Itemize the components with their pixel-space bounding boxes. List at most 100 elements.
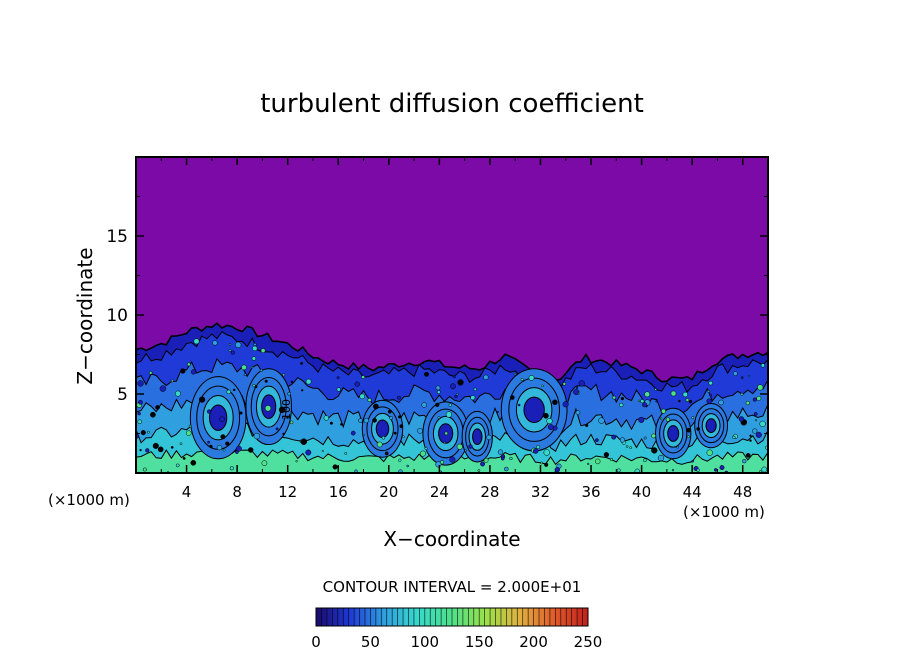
- turbulence-speckle: [187, 362, 191, 367]
- colorbar-stripes: [315, 608, 589, 626]
- turbulence-speckle: [625, 445, 629, 448]
- turbulence-speckle: [543, 449, 551, 456]
- turbulence-speckle: [706, 449, 713, 456]
- turbulence-speckle: [384, 451, 389, 456]
- turbulence-speckle: [470, 395, 476, 401]
- turbulence-speckle: [595, 438, 599, 442]
- turbulence-speckle: [612, 395, 616, 400]
- turbulence-speckle: [387, 409, 392, 414]
- turbulence-speckle: [761, 466, 768, 473]
- turbulence-speckle: [437, 416, 441, 419]
- turbulence-speckle: [239, 411, 243, 415]
- turbulence-speckle: [598, 417, 605, 424]
- turbulent-field: [136, 322, 768, 473]
- turbulence-speckle: [424, 446, 428, 451]
- turbulence-speckle: [419, 450, 426, 457]
- turbulence-speckle: [287, 391, 292, 396]
- turbulence-speckle: [678, 399, 681, 403]
- turbulence-speckle: [637, 399, 641, 402]
- turbulence-speckle: [468, 444, 473, 449]
- turbulence-speckle: [659, 417, 663, 420]
- turbulence-speckle: [707, 389, 711, 393]
- turbulence-speckle: [182, 456, 186, 460]
- turbulence-speckle: [260, 348, 266, 353]
- turbulence-speckle: [140, 430, 146, 436]
- turbulence-speckle: [159, 385, 167, 392]
- turbulence-speckle: [745, 452, 751, 458]
- turbulence-speckle: [504, 466, 509, 472]
- colorbar-tick-label: 200: [519, 633, 548, 651]
- turbulence-speckle: [435, 402, 440, 407]
- turbulence-speckle: [363, 417, 369, 424]
- turbulence-speckle: [170, 446, 174, 449]
- turbulence-speckle: [445, 411, 453, 418]
- turbulence-speckle: [235, 445, 242, 452]
- turbulence-speckle: [336, 376, 340, 380]
- y-tick-label: 10: [106, 306, 128, 326]
- turbulence-speckle: [594, 458, 601, 465]
- turbulence-speckle: [145, 448, 150, 453]
- turbulence-speckle: [282, 373, 286, 377]
- turbulence-speckle: [295, 460, 298, 463]
- eddy-contour: [523, 396, 545, 424]
- turbulence-speckle: [247, 447, 254, 453]
- turbulence-speckle: [638, 416, 645, 423]
- turbulence-speckle: [517, 403, 521, 407]
- turbulence-speckle: [252, 384, 256, 388]
- turbulence-speckle: [264, 405, 272, 412]
- turbulence-speckle: [665, 417, 671, 422]
- turbulence-speckle: [329, 421, 333, 425]
- turbulence-speckle: [251, 356, 257, 361]
- y-tick-label: 5: [117, 385, 128, 405]
- turbulence-speckle: [381, 436, 386, 440]
- turbulence-speckle: [137, 411, 141, 416]
- x-tick-label: 12: [278, 483, 297, 501]
- turbulence-speckle: [552, 425, 558, 431]
- turbulence-speckle: [578, 380, 585, 387]
- turbulence-speckle: [421, 402, 427, 408]
- turbulence-speckle: [603, 452, 610, 458]
- turbulence-speckle: [376, 441, 383, 448]
- turbulence-speckle: [685, 398, 690, 402]
- turbulence-speckle: [752, 397, 757, 402]
- y-axis-label: Z−coordinate: [73, 247, 97, 384]
- turbulence-speckle: [150, 411, 156, 418]
- turbulence-speckle: [148, 371, 153, 375]
- turbulence-speckle: [212, 340, 218, 346]
- turbulence-speckle: [193, 338, 200, 345]
- turbulence-speckle: [740, 392, 744, 396]
- turbulence-speckle: [544, 462, 549, 467]
- turbulence-speckle: [562, 401, 569, 408]
- turbulence-speckle: [138, 399, 143, 405]
- turbulence-speckle: [616, 468, 621, 473]
- turbulence-speckle: [713, 468, 718, 472]
- turbulence-speckle: [671, 469, 675, 472]
- turbulence-speckle: [253, 342, 257, 347]
- turbulence-speckle: [142, 467, 147, 472]
- turbulence-speckle: [305, 449, 312, 456]
- turbulence-speckle: [541, 384, 544, 388]
- turbulence-speckle: [300, 438, 308, 445]
- turbulence-speckle: [540, 461, 544, 465]
- turbulence-speckle: [651, 433, 656, 439]
- turbulence-speckle: [190, 459, 197, 466]
- turbulence-speckle: [643, 436, 647, 440]
- turbulence-speckle: [444, 431, 449, 436]
- turbulence-speckle: [585, 423, 589, 428]
- turbulence-speckle: [657, 454, 665, 462]
- turbulence-speckle: [362, 433, 365, 437]
- turbulence-speckle: [554, 467, 560, 473]
- x-tick-label: 32: [531, 483, 550, 501]
- turbulence-speckle: [332, 464, 338, 470]
- turbulence-speckle: [686, 427, 692, 433]
- turbulence-speckle: [609, 457, 614, 462]
- turbulence-speckle: [243, 373, 247, 377]
- turbulence-speckle: [477, 469, 481, 472]
- turbulence-speckle: [528, 375, 535, 381]
- turbulence-speckle: [398, 458, 402, 462]
- turbulence-speckle: [300, 361, 304, 365]
- turbulence-speckle: [373, 403, 379, 410]
- turbulence-speckle: [749, 439, 752, 442]
- turbulence-speckle: [759, 420, 766, 428]
- turbulence-speckle: [399, 424, 404, 429]
